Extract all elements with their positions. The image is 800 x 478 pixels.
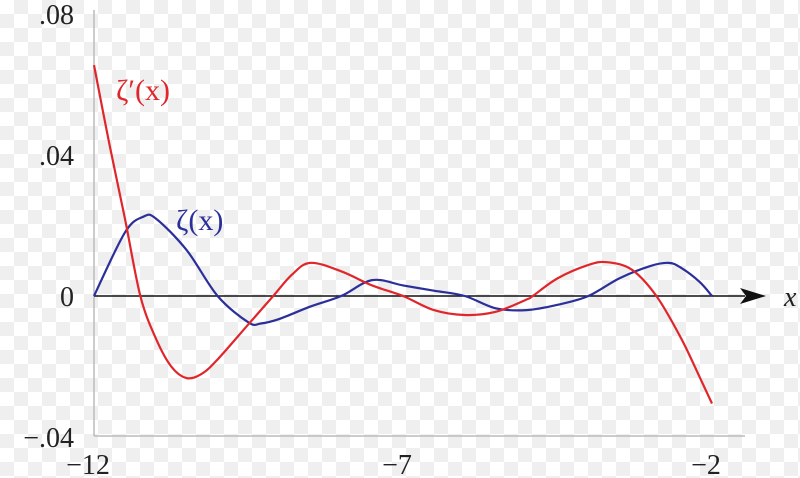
- x-tick-label: −2: [691, 450, 721, 478]
- x-axis-arrow-icon: [740, 288, 766, 304]
- y-tick-label: −.04: [23, 423, 74, 454]
- series-label-zeta: ζ(x): [176, 204, 223, 237]
- x-tick-label: −7: [382, 450, 412, 478]
- series-line-zeta-prime: [92, 64, 713, 404]
- x-tick-label: −12: [66, 450, 110, 478]
- series-line-zeta: [93, 213, 713, 327]
- y-tick-label: 0: [60, 282, 74, 313]
- x-axis-label: x: [783, 282, 797, 313]
- series-label-zeta-prime: ζ′(x): [116, 74, 170, 107]
- y-tick-label: .08: [39, 0, 74, 31]
- y-tick-label: .04: [39, 141, 74, 172]
